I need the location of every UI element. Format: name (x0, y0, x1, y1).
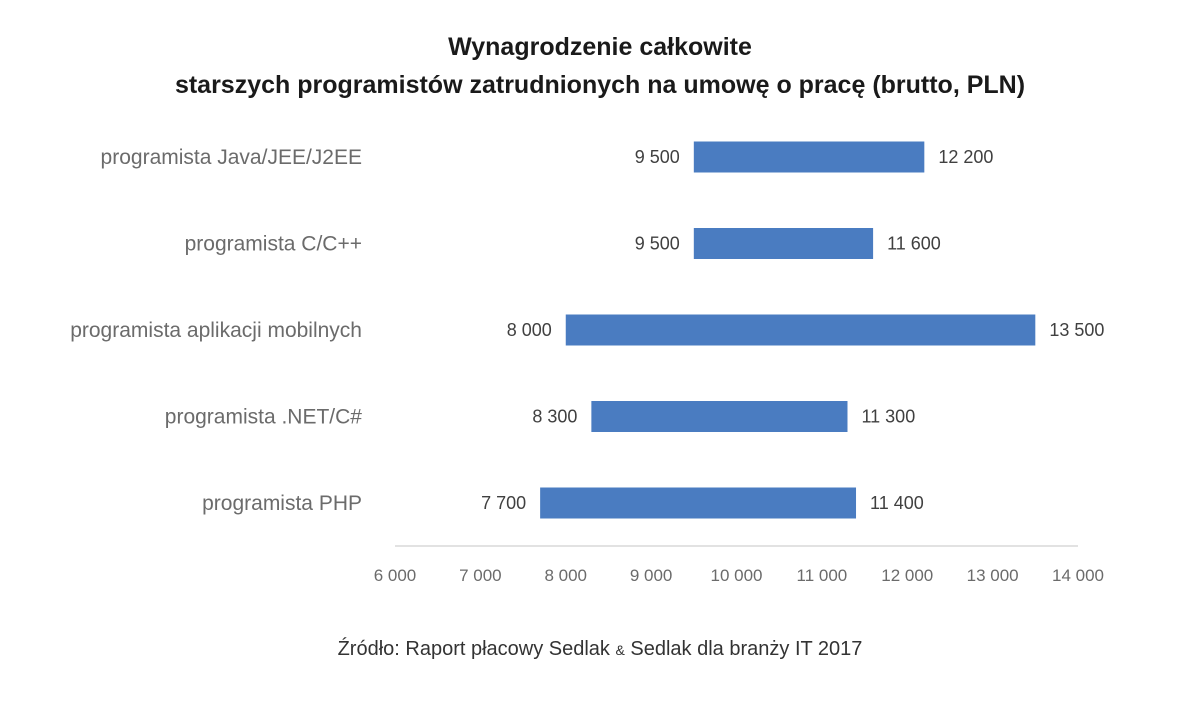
low-value-label: 7 700 (481, 493, 526, 513)
high-value-label: 11 600 (887, 234, 941, 254)
low-value-label: 8 000 (507, 320, 552, 340)
high-value-label: 11 300 (861, 407, 915, 427)
range-bar (540, 487, 857, 519)
high-value-label: 11 400 (870, 493, 924, 513)
x-tick-label: 13 000 (967, 566, 1019, 585)
range-bar (693, 228, 874, 259)
source-note: Źródło: Raport płacowy Sedlak & Sedlak d… (0, 638, 1200, 661)
x-tick-label: 9 000 (630, 566, 673, 585)
source-prefix: Źródło: Raport płacowy Sedlak (337, 638, 616, 660)
low-value-label: 9 500 (635, 147, 680, 167)
range-bar (591, 401, 848, 432)
x-tick-label: 8 000 (544, 566, 587, 585)
category-label: programista aplikacji mobilnych (70, 319, 362, 342)
category-label: programista PHP (202, 492, 362, 515)
source-suffix: Sedlak dla branży IT 2017 (624, 638, 863, 660)
source-ampersand: & (615, 642, 625, 658)
low-value-label: 8 300 (532, 407, 577, 427)
x-tick-label: 11 000 (797, 566, 848, 585)
low-value-label: 9 500 (635, 234, 680, 254)
x-tick-label: 14 000 (1052, 566, 1104, 585)
range-bar (565, 314, 1036, 346)
x-tick-label: 7 000 (459, 566, 502, 585)
x-tick-label: 10 000 (711, 566, 763, 585)
chart-title-line-1: Wynagrodzenie całkowite (448, 33, 752, 61)
category-label: programista .NET/C# (165, 406, 363, 429)
range-bar (693, 141, 925, 173)
chart-title-line-2: starszych programistów zatrudnionych na … (174, 71, 1026, 99)
high-value-label: 12 200 (938, 147, 993, 167)
x-tick-label: 12 000 (881, 566, 933, 585)
category-label: programista Java/JEE/J2EE (101, 146, 362, 169)
x-tick-label: 6 000 (374, 566, 417, 585)
high-value-label: 13 500 (1049, 320, 1104, 340)
category-label: programista C/C++ (185, 233, 362, 256)
